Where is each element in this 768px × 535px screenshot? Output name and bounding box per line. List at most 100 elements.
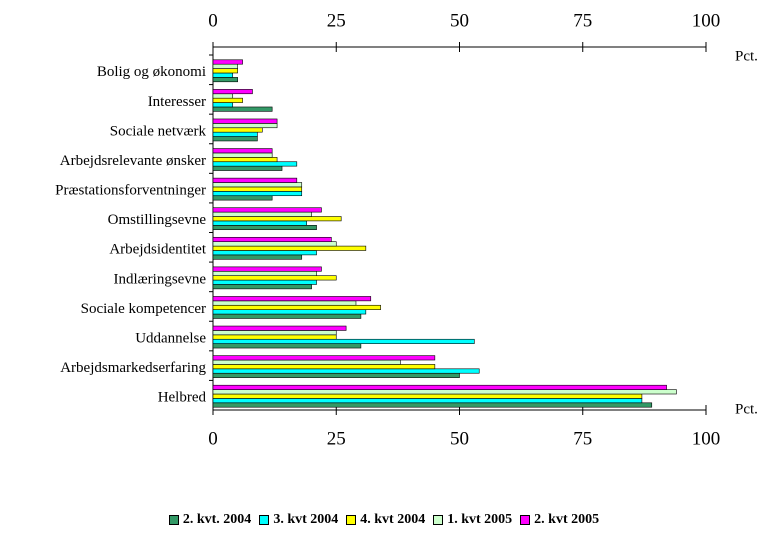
legend-item: 2. kvt 2005 — [520, 512, 599, 528]
legend-label: 2. kvt 2005 — [534, 512, 600, 527]
bar — [212, 330, 337, 336]
y-tick-label: Uddannelse — [135, 330, 206, 346]
x-tick-label: 75 — [573, 428, 592, 449]
legend-swatch — [346, 515, 357, 525]
bar — [212, 157, 278, 163]
bar — [212, 220, 307, 226]
bar — [212, 207, 322, 213]
bar — [212, 368, 480, 374]
bar — [212, 254, 303, 260]
unit-label: Pct. — [735, 48, 758, 64]
bar — [212, 313, 362, 319]
bar — [212, 152, 273, 158]
bar — [212, 393, 643, 399]
legend-swatch — [520, 515, 531, 525]
bar — [212, 123, 278, 129]
bar — [212, 266, 322, 272]
bar — [212, 106, 273, 112]
bar — [212, 127, 263, 133]
bar — [212, 177, 298, 183]
legend-label: 1. kvt 2005 — [447, 512, 513, 527]
bar — [212, 338, 475, 344]
bar — [212, 284, 312, 290]
bar — [212, 77, 238, 83]
y-tick-label: Bolig og økonomi — [97, 64, 206, 80]
bar — [212, 384, 667, 390]
legend-swatch — [259, 515, 270, 525]
bar — [212, 191, 303, 197]
bar — [212, 309, 367, 315]
bar — [212, 195, 273, 201]
unit-label: Pct. — [735, 401, 758, 417]
x-tick-label: 25 — [327, 10, 346, 31]
bar — [212, 364, 436, 370]
y-tick-label: Præstationsforventninger — [55, 183, 206, 199]
y-tick-label: Interesser — [148, 94, 206, 110]
bar — [212, 102, 234, 108]
bar — [212, 89, 253, 95]
bar — [212, 93, 234, 99]
bar — [212, 148, 273, 154]
bar — [212, 241, 337, 247]
bar — [212, 343, 362, 349]
x-tick-label: 75 — [573, 10, 592, 31]
y-tick-label: Omstillingsevne — [108, 212, 207, 228]
bar — [212, 270, 317, 276]
bar — [212, 63, 238, 69]
bar — [212, 72, 234, 78]
legend-swatch — [433, 515, 444, 525]
x-tick-label: 0 — [208, 10, 218, 31]
legend-item: 3. kvt 2004 — [259, 512, 338, 528]
bar — [212, 59, 243, 65]
legend: 2. kvt. 2004 3. kvt 2004 4. kvt 2004 1. kvt… — [0, 512, 768, 528]
bar — [212, 245, 367, 251]
y-tick-label: Sociale netværk — [110, 123, 207, 139]
bar — [212, 279, 317, 285]
y-tick-label: Arbejdsmarkedserfaring — [60, 360, 206, 376]
legend-label: 2. kvt. 2004 — [182, 512, 252, 527]
bar — [212, 398, 643, 404]
bar — [212, 275, 337, 281]
x-tick-label: 25 — [327, 428, 346, 449]
bar — [212, 186, 303, 192]
bar — [212, 216, 342, 222]
bar — [212, 225, 317, 231]
bar — [212, 389, 677, 395]
chart: 0 0 25 25 50 50 75 75 100 100 Pct. Pct. Bolig og øko… — [55, 10, 758, 449]
x-tick-label: 50 — [450, 428, 469, 449]
y-tick-label: Sociale kompetencer — [81, 301, 206, 317]
legend-item: 1. kvt 2005 — [433, 512, 512, 528]
bar — [212, 211, 312, 217]
bar — [212, 68, 238, 74]
y-tick-label: Arbejdsrelevante ønsker — [60, 153, 206, 169]
bar — [212, 250, 317, 256]
bar — [212, 161, 298, 167]
bar — [212, 359, 401, 365]
y-tick-label: Indlæringsevne — [114, 271, 207, 287]
x-tick-label: 50 — [450, 10, 469, 31]
bar — [212, 118, 278, 124]
x-tick-label: 100 — [692, 10, 721, 31]
legend-item: 4. kvt 2004 — [346, 512, 425, 528]
bar — [212, 296, 372, 302]
y-tick-label: Arbejdsidentitet — [109, 242, 206, 258]
bar — [212, 355, 436, 361]
y-tick-label: Helbred — [158, 390, 207, 406]
bar — [212, 97, 243, 103]
bar — [212, 334, 337, 340]
legend-swatch — [168, 515, 179, 525]
legend-item: 2. kvt. 2004 — [168, 512, 252, 528]
bar — [212, 131, 258, 137]
legend-label: 3. kvt 2004 — [273, 512, 339, 527]
x-tick-label: 100 — [692, 428, 721, 449]
bar — [212, 372, 460, 378]
bar — [212, 304, 381, 310]
bar — [212, 300, 357, 306]
bar — [212, 165, 283, 171]
bar — [212, 236, 332, 242]
legend-label: 4. kvt 2004 — [360, 512, 426, 527]
x-tick-label: 0 — [208, 428, 218, 449]
bar — [212, 402, 653, 408]
bar — [212, 182, 303, 188]
